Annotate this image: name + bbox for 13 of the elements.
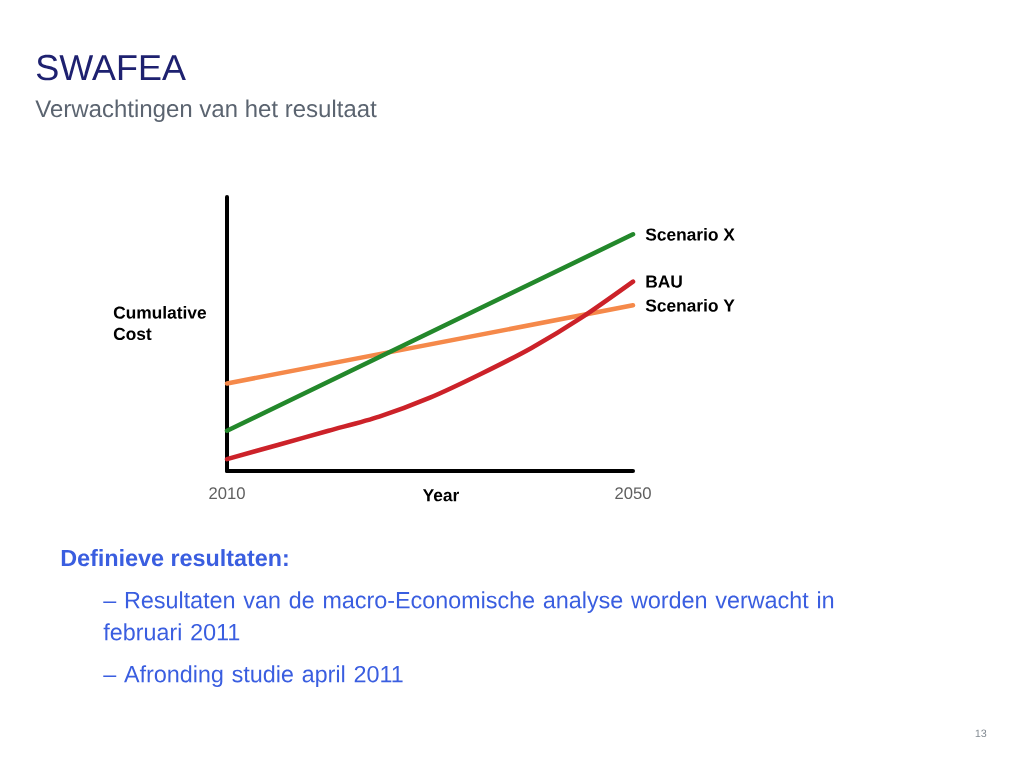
x-tick-label: 2050	[615, 487, 651, 500]
y-axis-title: Cumulative Cost	[113, 306, 207, 341]
text: – Afronding studie april 2011	[103, 665, 403, 688]
series-label: Scenario Y	[645, 298, 735, 312]
series-label: BAU	[646, 275, 682, 288]
x-tick-label: 2010	[209, 487, 245, 500]
text: 13	[975, 729, 987, 738]
text: Definieve resultaten:	[61, 549, 288, 567]
x-axis-title: Year	[422, 489, 460, 502]
chart-subtitle: Verwachtingen van het resultaat	[35, 99, 377, 122]
chart-title: SWAFEA	[36, 54, 186, 81]
series-label: Scenario X	[645, 227, 735, 241]
text: – Resultaten van de macro-Economische analyse worden verwacht in februari 2011	[103, 591, 834, 641]
